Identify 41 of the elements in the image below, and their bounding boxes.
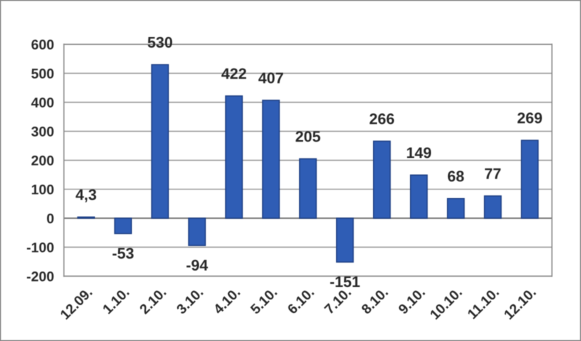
data-label: 68: [448, 170, 464, 182]
data-label: 149: [407, 147, 432, 158]
bar: [446, 198, 465, 219]
data-label: 77: [484, 168, 501, 179]
data-label: 205: [296, 131, 320, 142]
bar: [262, 100, 280, 219]
data-label: 422: [221, 68, 246, 79]
bar: [373, 140, 391, 219]
x-tick-label: 9.10.: [398, 286, 426, 315]
x-tick-label: 4.10.: [212, 286, 241, 315]
y-tick-label: -100: [26, 242, 54, 252]
bar: [151, 64, 169, 219]
bar: [410, 174, 428, 219]
y-tick-label: 100: [32, 184, 54, 194]
data-label: -94: [186, 260, 208, 271]
y-tick-label: 300: [31, 126, 54, 136]
y-tick-label: 400: [31, 98, 54, 108]
bar: [520, 140, 539, 219]
data-label: -151: [330, 276, 360, 288]
x-tick-label: 5.10.: [250, 286, 278, 315]
data-label: 4,3: [76, 189, 96, 202]
x-tick-label: 7.10.: [324, 286, 352, 315]
y-tick-label: 0: [47, 214, 54, 224]
data-label: 266: [370, 113, 394, 124]
bar: [188, 218, 206, 246]
bar: [299, 158, 317, 219]
bar: [225, 95, 243, 219]
bar: [336, 218, 354, 263]
y-tick-label: -200: [26, 272, 54, 282]
bar: [114, 218, 132, 234]
data-label: 407: [258, 72, 284, 84]
data-label: -53: [112, 248, 134, 259]
bar: [484, 195, 502, 219]
data-label: 269: [518, 112, 542, 124]
x-tick-label: 3.10.: [176, 286, 204, 315]
data-label: 530: [148, 36, 172, 48]
x-tick-label: 6.10.: [286, 286, 314, 315]
y-tick-label: 600: [32, 40, 54, 50]
x-tick-label: 8.10.: [360, 286, 388, 315]
y-tick-label: 500: [31, 68, 54, 78]
y-tick-label: 200: [32, 156, 54, 166]
